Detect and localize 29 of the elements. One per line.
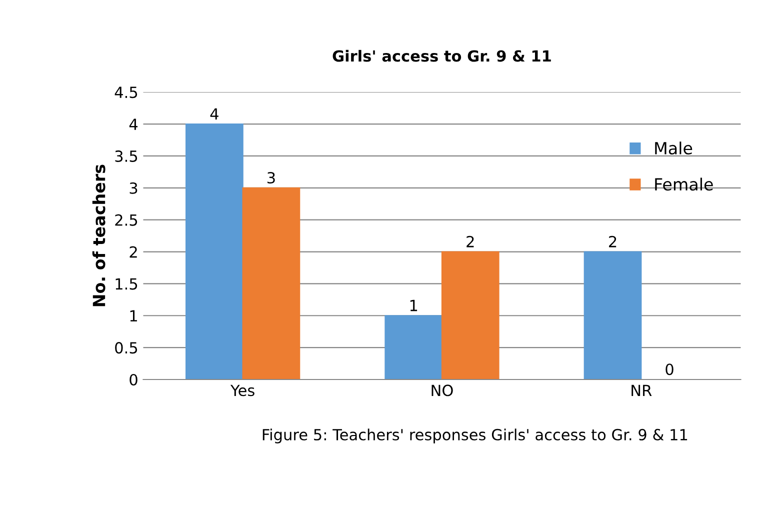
- y-axis-title: No. of teachers: [92, 164, 106, 306]
- bar: [242, 187, 300, 380]
- y-tick-label: 3: [130, 182, 138, 194]
- data-label: 2: [466, 236, 474, 248]
- data-label: 4: [210, 108, 218, 120]
- data-label: 0: [666, 364, 674, 376]
- y-tick-label: 3.5: [115, 150, 138, 162]
- y-tick-label: 1: [130, 310, 137, 322]
- legend-label: Male: [655, 142, 692, 154]
- x-tick-label: NR: [632, 384, 652, 396]
- data-label: 3: [268, 172, 275, 184]
- x-tick-label: NO: [432, 384, 453, 396]
- y-tick-label: 1.5: [116, 278, 138, 290]
- y-tick-label: 0: [130, 374, 138, 386]
- data-label: 1: [410, 300, 418, 312]
- bar: [186, 123, 244, 380]
- x-tick-label: Yes: [230, 384, 254, 396]
- bar: [441, 251, 500, 380]
- y-tick-label: 0.5: [115, 342, 138, 354]
- data-label: 2: [609, 236, 616, 248]
- legend-label: Female: [655, 178, 713, 191]
- bar: [384, 315, 443, 380]
- y-tick-label: 2.5: [115, 214, 138, 226]
- chart-title: Girls' access to Gr. 9 & 11: [332, 50, 551, 62]
- y-tick-label: 4: [129, 118, 138, 130]
- caption: Figure 5: Teachers' responses Girls' access to Gr. 9 & 11: [262, 428, 688, 444]
- y-tick-label: 4.5: [114, 86, 138, 98]
- bar: [584, 251, 642, 380]
- y-tick-label: 2: [130, 246, 137, 258]
